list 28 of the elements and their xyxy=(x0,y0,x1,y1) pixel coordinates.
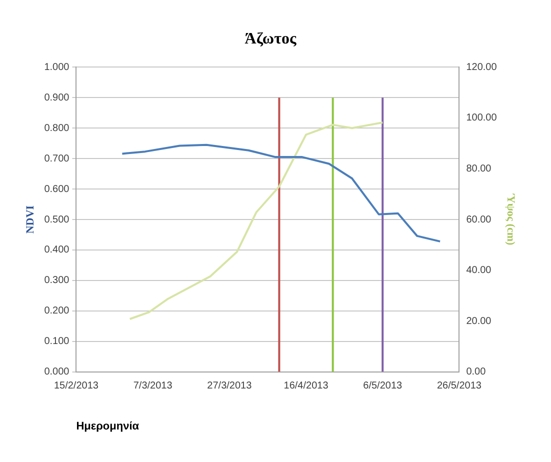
y-tick-label: 0.000 xyxy=(44,366,70,378)
y2-tick-label: 100.00 xyxy=(466,112,498,124)
y2-tick-label: 60.00 xyxy=(466,214,492,226)
y-tick-label: 0.300 xyxy=(44,275,70,286)
y2-tick-label: 0.00 xyxy=(466,366,486,378)
y-tick-label: 0.200 xyxy=(44,306,70,317)
y-tick-label: 0.100 xyxy=(44,336,70,348)
y2-tick-label: 120.00 xyxy=(466,62,498,73)
x-tick-label: 27/3/2013 xyxy=(207,380,252,392)
y-axis-title: NDVI xyxy=(24,205,36,234)
y-tick-label: 0.500 xyxy=(44,214,70,226)
y-tick-label: 0.900 xyxy=(44,92,70,104)
y-tick-label: 0.700 xyxy=(44,153,70,164)
y2-axis-title: Ύψος (cm) xyxy=(504,192,517,246)
x-tick-label: 15/2/2013 xyxy=(54,380,99,392)
x-tick-label: 7/3/2013 xyxy=(133,380,173,392)
y-tick-label: 1.000 xyxy=(44,62,70,73)
chart-title: Άζωτος xyxy=(244,30,296,48)
x-tick-label: 16/4/2013 xyxy=(284,380,329,392)
y2-tick-label: 80.00 xyxy=(466,163,492,174)
y-tick-label: 0.600 xyxy=(44,184,70,195)
y-tick-label: 0.400 xyxy=(44,244,70,256)
x-axis-title: Ημερομηνία xyxy=(76,420,140,432)
x-tick-label: 26/5/2013 xyxy=(436,380,482,392)
x-tick-label: 6/5/2013 xyxy=(363,380,403,392)
y2-tick-label: 20.00 xyxy=(466,316,492,327)
y2-tick-label: 40.00 xyxy=(466,265,492,276)
y-tick-label: 0.800 xyxy=(44,122,70,134)
